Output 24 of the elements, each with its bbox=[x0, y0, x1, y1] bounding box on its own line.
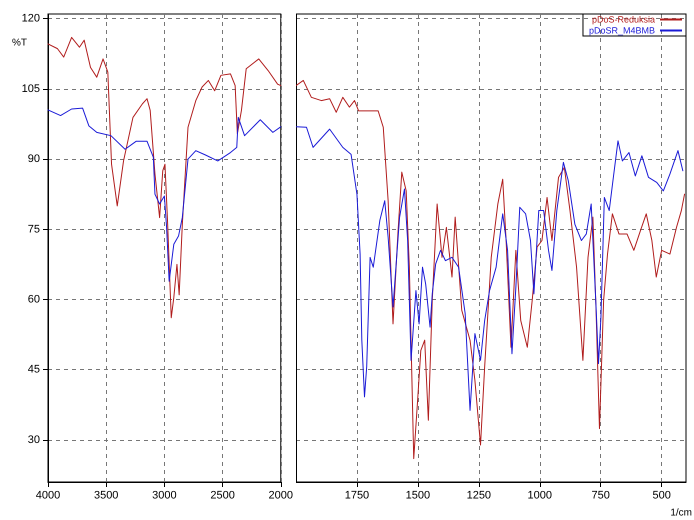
y-tick-label: 60 bbox=[28, 293, 40, 306]
x-axis-title: 1/cm bbox=[670, 508, 692, 518]
y-tick-label: 75 bbox=[28, 223, 40, 236]
x-tick-label: 2000 bbox=[268, 490, 294, 502]
line-series bbox=[48, 108, 282, 282]
x-tick-label: 750 bbox=[592, 490, 610, 502]
x-tick-label: 1000 bbox=[528, 490, 552, 502]
x-tick-label: 3000 bbox=[152, 490, 177, 502]
legend-label: pDoSR_M4BMB bbox=[588, 26, 655, 36]
y-tick-label: 105 bbox=[22, 82, 40, 95]
y-tick-label: 90 bbox=[28, 153, 40, 166]
x-tick-label: 1250 bbox=[466, 490, 492, 502]
x-tick-label: 4000 bbox=[36, 490, 60, 502]
x-tick-label: 1500 bbox=[406, 490, 430, 502]
x-tick-label: 2500 bbox=[210, 490, 235, 502]
x-tick-label: 1750 bbox=[344, 490, 370, 502]
y-tick-label: 30 bbox=[28, 434, 40, 446]
y-tick-label: 120 bbox=[22, 12, 40, 25]
y-tick-label: 45 bbox=[28, 364, 40, 376]
line-series bbox=[48, 36, 282, 318]
x-tick-label: 500 bbox=[652, 490, 671, 502]
legend-label: pDoS-Reduksia bbox=[592, 14, 655, 24]
y-axis-title: %T bbox=[12, 38, 27, 48]
x-tick-label: 3500 bbox=[94, 490, 118, 502]
